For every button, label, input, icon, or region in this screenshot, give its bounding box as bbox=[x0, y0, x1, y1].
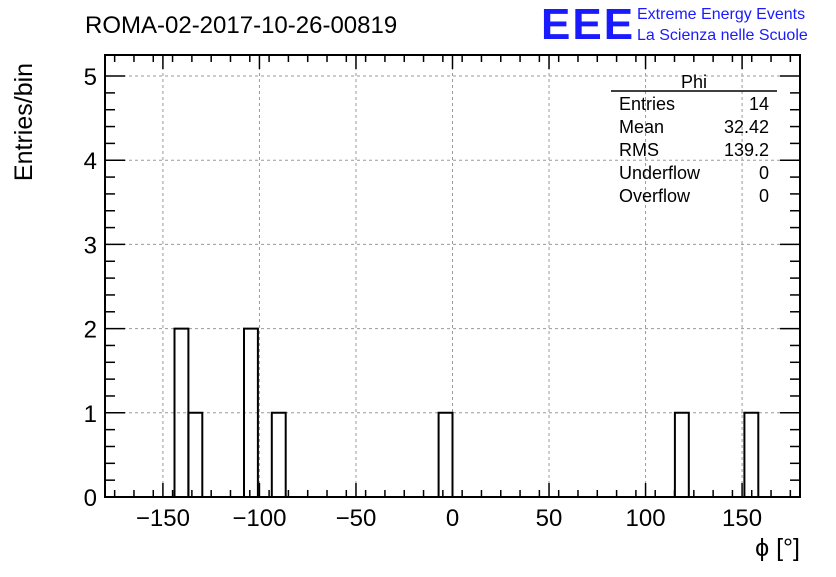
x-tick-label: −150 bbox=[136, 505, 190, 532]
histogram-bar bbox=[743, 411, 760, 497]
x-tick-label: 50 bbox=[536, 505, 563, 532]
stats-row-label: Overflow bbox=[619, 186, 691, 206]
y-tick-label: 2 bbox=[84, 317, 97, 344]
histogram-bar bbox=[673, 411, 690, 497]
x-tick-label: 100 bbox=[626, 505, 666, 532]
logo-line-1: Extreme Energy Events bbox=[637, 6, 805, 23]
stats-row-label: Entries bbox=[619, 94, 675, 114]
histogram-bars bbox=[173, 327, 760, 497]
stats-rows: Entries 14 Mean 32.42 RMS 139.2 Underflow 0 Over… bbox=[619, 94, 769, 206]
grid bbox=[105, 55, 800, 497]
y-tick-label: 1 bbox=[84, 401, 97, 428]
histogram-bar bbox=[243, 327, 259, 497]
stats-row-label: RMS bbox=[619, 140, 659, 160]
logo-mark: EEE bbox=[541, 0, 635, 49]
stats-row-label: Underflow bbox=[619, 163, 701, 183]
x-tick-label: 0 bbox=[446, 505, 459, 532]
x-tick-label: −50 bbox=[336, 505, 377, 532]
histogram-bar bbox=[270, 411, 287, 497]
eee-logo: EEE Extreme Energy Events La Scienza nel… bbox=[541, 0, 808, 49]
y-tick-label: 3 bbox=[84, 232, 97, 259]
stats-row-value: 32.42 bbox=[724, 117, 769, 137]
axes: −150 −100 −50 0 50 100 150 0 1 2 3 4 5 bbox=[84, 54, 801, 532]
stats-row-value: 139.2 bbox=[724, 140, 769, 160]
histogram-bar bbox=[173, 327, 190, 497]
stats-row-value: 14 bbox=[749, 94, 769, 114]
logo-line-2: La Scienza nelle Scuole bbox=[637, 27, 808, 44]
x-tick-label: 150 bbox=[722, 505, 762, 532]
y-axis-label: Entries/bin bbox=[10, 63, 38, 181]
x-axis-label: ϕ [°] bbox=[755, 534, 800, 562]
stats-row-value: 0 bbox=[759, 186, 769, 206]
histogram-bar bbox=[187, 411, 204, 497]
histogram-bar bbox=[437, 411, 454, 497]
y-tick-label: 4 bbox=[84, 148, 97, 175]
chart-title: ROMA-02-2017-10-26-00819 bbox=[85, 12, 397, 39]
stats-title: Phi bbox=[681, 72, 707, 92]
y-tick-label: 0 bbox=[84, 485, 97, 512]
x-tick-label: −100 bbox=[232, 505, 286, 532]
y-tick-label: 5 bbox=[84, 64, 97, 91]
stats-box: Phi Entries 14 Mean 32.42 RMS 139.2 Underflow 0… bbox=[611, 72, 777, 206]
stats-row-value: 0 bbox=[759, 163, 769, 183]
stats-row-label: Mean bbox=[619, 117, 664, 137]
